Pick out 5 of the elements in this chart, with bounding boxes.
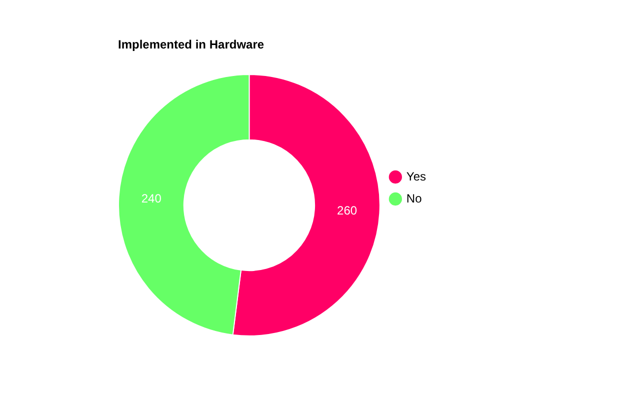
data-label: 260 [337,204,358,218]
legend-label: Yes [406,169,426,184]
legend-label: No [406,191,422,206]
data-label: 240 [141,191,162,206]
chart-title: Implemented in Hardware [118,38,264,52]
